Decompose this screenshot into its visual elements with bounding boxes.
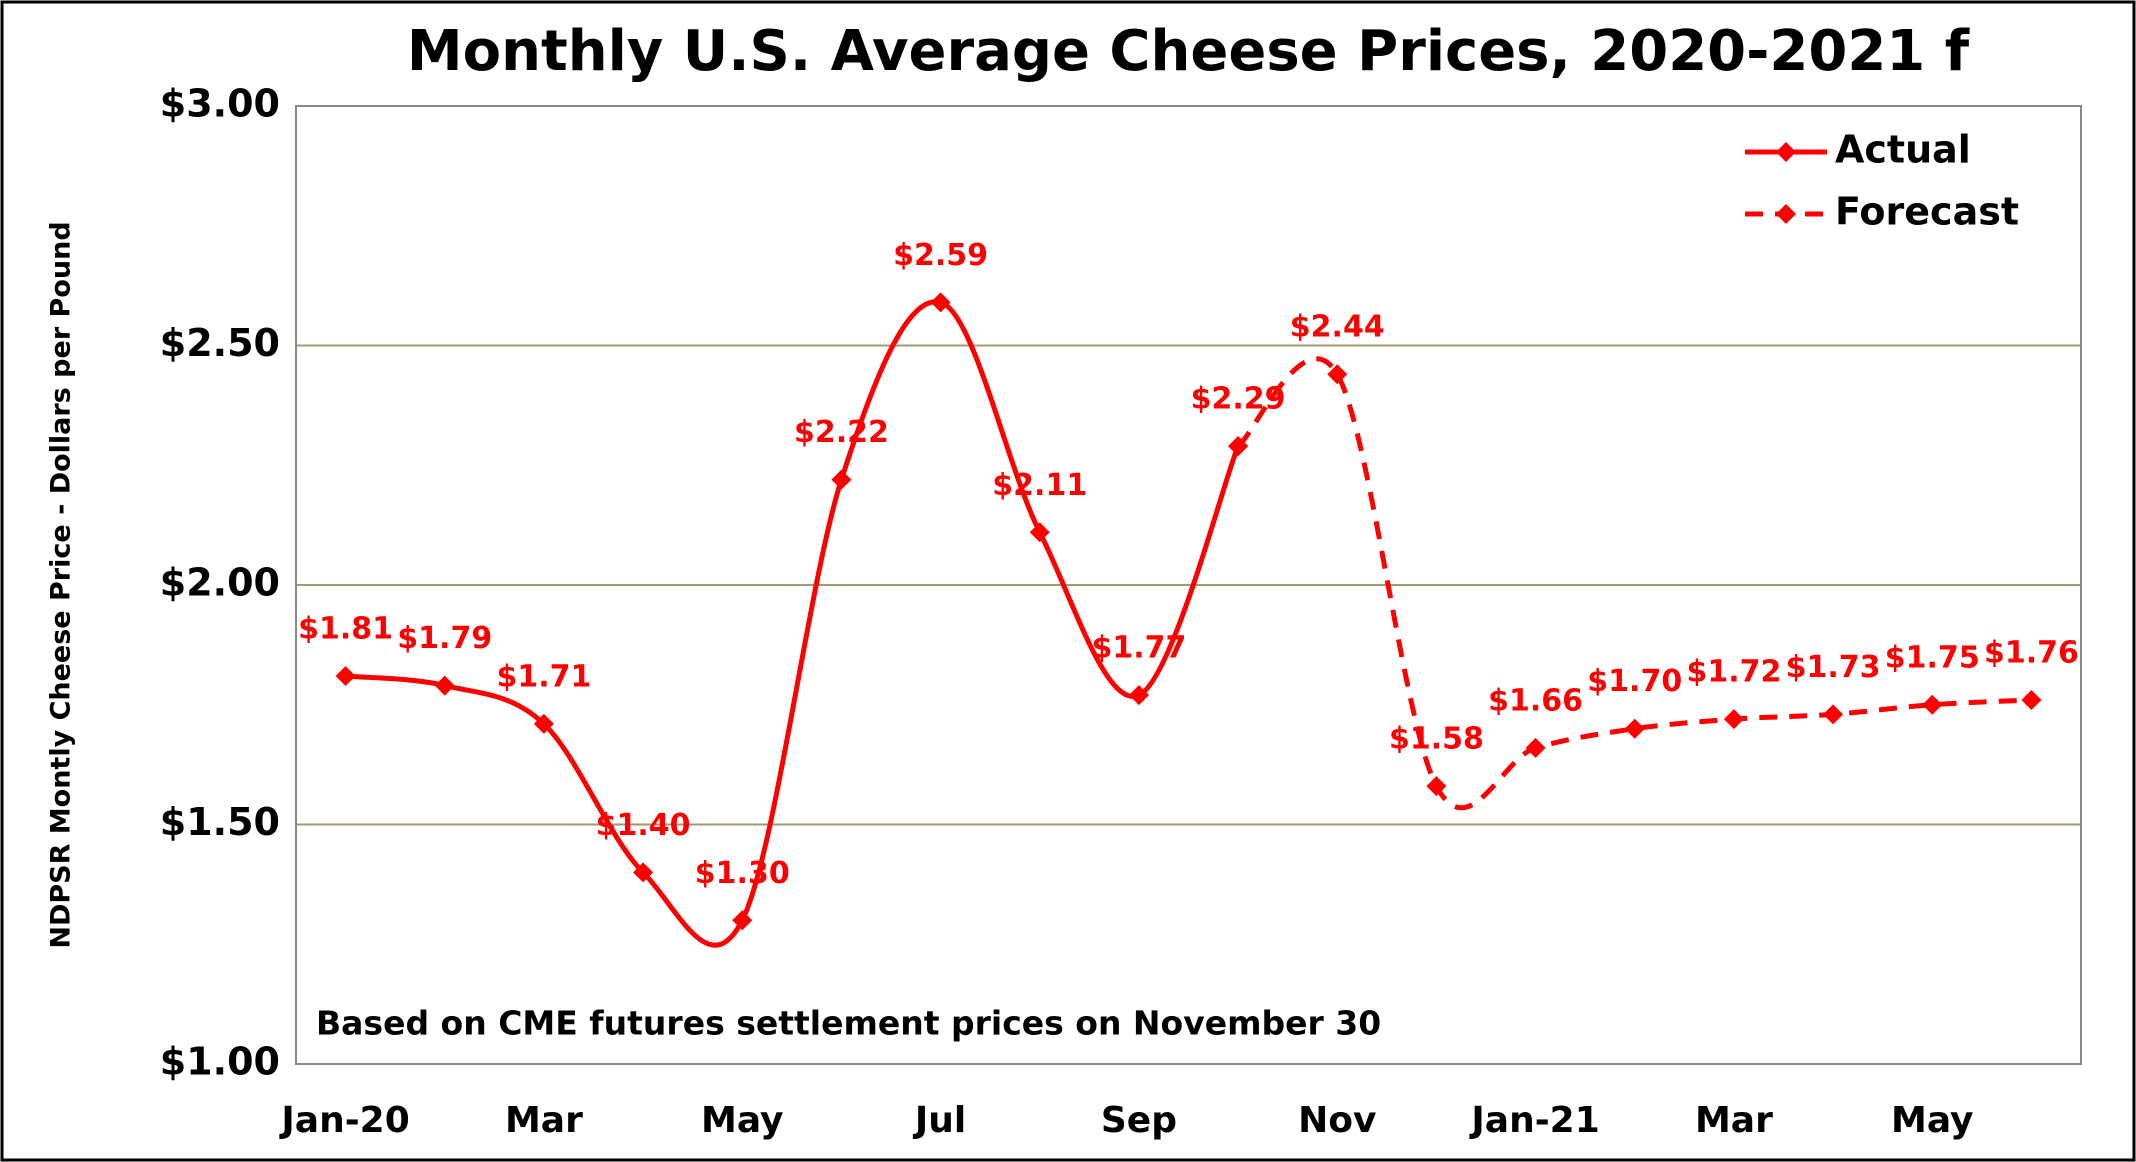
x-tick-label: May xyxy=(1891,1100,1973,1141)
legend-marker xyxy=(1776,204,1796,224)
marker xyxy=(1228,436,1249,457)
marker xyxy=(1426,776,1447,797)
marker xyxy=(434,675,455,696)
legend-marker xyxy=(1776,142,1796,162)
marker xyxy=(1823,704,1844,725)
data-label: $1.71 xyxy=(496,659,591,694)
x-tick-label: May xyxy=(701,1100,783,1141)
data-label: $1.75 xyxy=(1885,640,1980,675)
data-label: $1.72 xyxy=(1686,655,1781,690)
y-tick-label: $2.00 xyxy=(160,561,280,605)
marker xyxy=(831,469,852,490)
marker xyxy=(2021,689,2042,710)
data-label: $1.70 xyxy=(1587,664,1682,699)
marker xyxy=(732,910,753,931)
marker xyxy=(1922,694,1943,715)
marker xyxy=(533,713,554,734)
data-label: $1.30 xyxy=(695,856,790,891)
marker xyxy=(1525,737,1546,758)
x-tick-label: Nov xyxy=(1298,1100,1376,1141)
y-tick-label: $1.50 xyxy=(160,800,280,844)
x-tick-label: Mar xyxy=(505,1100,583,1141)
x-tick-label: Sep xyxy=(1101,1100,1177,1141)
x-tick-label: Jul xyxy=(912,1100,966,1141)
x-tick-label: Mar xyxy=(1695,1100,1773,1141)
data-label: $1.81 xyxy=(298,612,393,647)
data-label: $2.59 xyxy=(893,238,988,273)
marker xyxy=(1029,522,1050,543)
legend-label: Actual xyxy=(1835,128,1971,172)
marker xyxy=(633,862,654,883)
x-tick-label: Jan-21 xyxy=(1468,1100,1599,1141)
marker xyxy=(1327,364,1348,385)
marker xyxy=(1723,709,1744,730)
marker xyxy=(1128,685,1149,706)
x-tick-label: Jan-20 xyxy=(278,1100,409,1141)
marker xyxy=(1624,718,1645,739)
annotation: Based on CME futures settlement prices o… xyxy=(316,1004,1381,1043)
marker xyxy=(930,292,951,313)
data-label: $1.58 xyxy=(1389,722,1484,757)
series-line xyxy=(1236,356,2032,811)
data-label: $1.73 xyxy=(1786,650,1881,685)
data-label: $1.66 xyxy=(1488,683,1583,718)
data-label: $1.77 xyxy=(1091,631,1186,666)
y-tick-label: $3.00 xyxy=(160,82,280,126)
y-tick-label: $1.00 xyxy=(160,1040,280,1084)
plot-border xyxy=(295,105,2082,1065)
data-label: $2.22 xyxy=(794,415,889,450)
data-label: $2.29 xyxy=(1191,382,1286,417)
data-label: $1.79 xyxy=(397,621,492,656)
data-label: $2.11 xyxy=(992,468,1087,503)
legend-label: Forecast xyxy=(1835,190,2019,234)
marker xyxy=(335,666,356,687)
data-label: $1.40 xyxy=(596,808,691,843)
y-axis-label: NDPSR Montly Cheese Price - Dollars per … xyxy=(46,221,77,948)
data-label: $1.76 xyxy=(1984,635,2079,670)
chart-title: Monthly U.S. Average Cheese Prices, 2020… xyxy=(407,19,1970,84)
y-tick-label: $2.50 xyxy=(160,321,280,365)
data-label: $2.44 xyxy=(1290,310,1385,345)
